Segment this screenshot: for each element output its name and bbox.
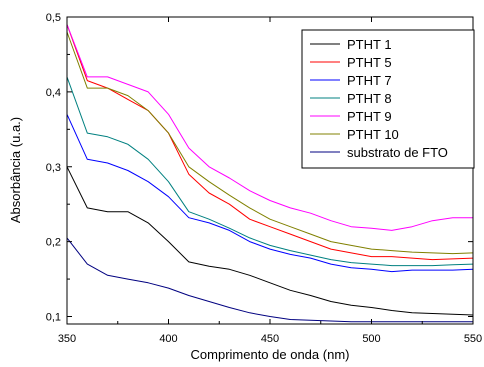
x-tick-label: 500 xyxy=(362,333,380,345)
y-tick-label: 0,2 xyxy=(46,237,61,249)
x-tick-label: 550 xyxy=(464,333,482,345)
series-line-7 xyxy=(66,237,473,323)
series-line-4 xyxy=(66,76,474,267)
x-tick-label: 450 xyxy=(261,333,279,345)
x-axis-title: Comprimento de onda (nm) xyxy=(191,347,350,362)
legend-label-7: substrato de FTO xyxy=(347,145,448,160)
legend-box xyxy=(301,29,475,169)
y-tick-label: 0,4 xyxy=(46,87,61,99)
legend-label-1: PTHT 1 xyxy=(347,37,392,52)
series-line-5 xyxy=(66,24,473,231)
series-line-1 xyxy=(66,166,474,316)
series-line-6 xyxy=(66,31,474,255)
legend-label-6: PTHT 10 xyxy=(347,127,399,142)
y-tick-label: 0,3 xyxy=(46,162,61,174)
legend: PTHT 1 PTHT 5 PTHT 7 PTHT 8 PTHT 9 PTHT 10 sub… xyxy=(301,29,475,169)
y-axis-title: Absorbância (u.a.) xyxy=(8,117,23,223)
series-line-2 xyxy=(66,24,474,261)
legend-label-5: PTHT 9 xyxy=(347,109,392,124)
y-tick-label: 0,5 xyxy=(46,12,61,24)
series-layer xyxy=(66,24,474,323)
legend-label-2: PTHT 5 xyxy=(347,55,392,70)
ticks-layer: 350 400 450 500 550 0,1 0,2 0,3 0,4 0,5 xyxy=(46,12,482,345)
series-line-3 xyxy=(66,114,474,273)
x-tick-label: 350 xyxy=(58,333,76,345)
y-tick-label: 0,1 xyxy=(46,312,61,324)
legend-label-4: PTHT 8 xyxy=(347,91,392,106)
x-tick-label: 400 xyxy=(159,333,177,345)
legend-label-3: PTHT 7 xyxy=(347,73,392,88)
